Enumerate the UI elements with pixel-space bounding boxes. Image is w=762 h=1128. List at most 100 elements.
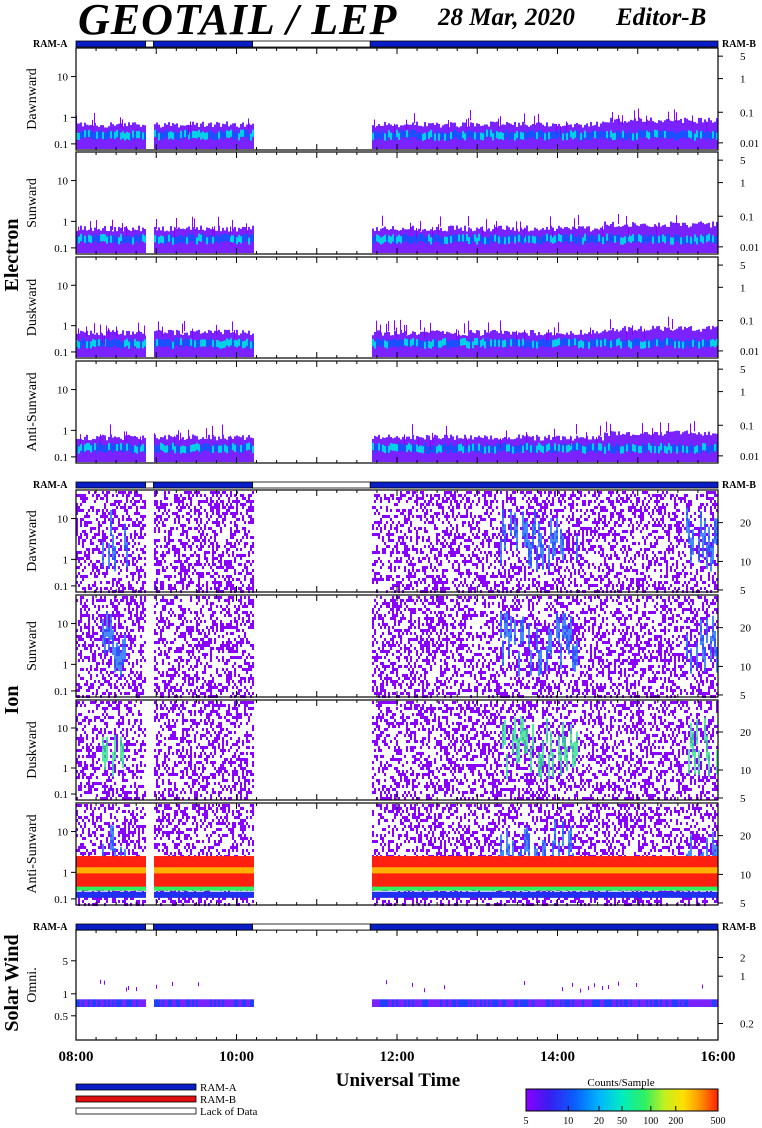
ram-b-label: RAM-B — [722, 480, 756, 491]
ram-a-label: RAM-A — [33, 480, 68, 491]
electron-sunward-right-tick: 0.1 — [740, 211, 754, 223]
ion-duskward-right-tick: 10 — [740, 765, 752, 777]
electron-anti-sunward-right-tick: 5 — [740, 364, 746, 376]
observation-date: 28 Mar, 2020 — [438, 4, 575, 31]
ion-anti-sunward-right-tick: 5 — [740, 898, 746, 910]
ion-dawnward-right-tick: 10 — [740, 556, 752, 568]
ram-bar: RAM-A RAM-B — [33, 39, 756, 50]
ion-dawnward-label: Dawnward — [25, 510, 40, 571]
ion-dawnward-right-tick: 5 — [740, 585, 746, 597]
electron-duskward-left-tick: 1 — [63, 321, 69, 333]
panel-ion-sunward: Sunward 10 1 0.1 20 10 5 — [25, 594, 752, 702]
legend-label: RAM-A — [200, 1082, 237, 1094]
group-label-solar-wind: Solar Wind — [1, 934, 23, 1031]
ion-dawnward-right-tick: 20 — [740, 518, 752, 530]
solar-omni-spectrogram — [76, 979, 718, 1007]
panel-electron-duskward: Duskward 10 1 0.1 5 1 0.1 0.01 — [25, 256, 759, 359]
x-axis-label: Universal Time — [336, 1070, 460, 1091]
electron-anti-sunward-left-tick: 1 — [63, 425, 69, 437]
solar-omni-right-tick: 1 — [740, 971, 746, 983]
electron-anti-sunward-label: Anti-Sunward — [25, 372, 40, 451]
ram-bar-segment — [75, 481, 146, 489]
ram-bar-segment — [252, 481, 371, 489]
colorbar-tick-label: 5 — [524, 1116, 529, 1127]
ion-sunward-left-tick: 0.1 — [54, 686, 68, 698]
group-label-ion: Ion — [1, 686, 23, 715]
ion-anti-sunward-right-tick: 20 — [740, 831, 752, 843]
ion-duskward-left-tick: 0.1 — [54, 789, 68, 801]
solar-omni-label: Omni. — [25, 967, 40, 1002]
panel-electron-sunward: Sunward 10 1 0.1 5 1 0.1 0.01 — [25, 151, 759, 255]
legend-swatch — [75, 1107, 197, 1115]
ion-dawnward-left-tick: 10 — [57, 514, 69, 526]
editor-label: Editor-B — [616, 4, 707, 31]
ram-bar-segment — [153, 481, 253, 489]
ram-bar: RAM-A RAM-B — [33, 922, 756, 933]
x-tick-label: 12:00 — [380, 1049, 415, 1065]
solar-omni-left-tick: 5 — [63, 956, 69, 968]
ram-bar-segment — [369, 40, 719, 48]
ion-dawnward-spectrogram — [76, 491, 718, 593]
ram-bar-segment — [252, 40, 371, 48]
panel-ion-anti-sunward: Anti-Sunward 10 1 0.1 20 10 5 — [25, 802, 752, 910]
ion-duskward-right-tick: 5 — [740, 793, 746, 805]
panel-ion-dawnward: Dawnward 10 1 0.1 20 10 5 — [25, 489, 752, 597]
colorbar-tick-label: 20 — [594, 1116, 604, 1127]
electron-sunward-label: Sunward — [25, 178, 40, 228]
x-tick-label: 14:00 — [540, 1049, 575, 1065]
x-tick-label: 08:00 — [59, 1049, 94, 1065]
electron-sunward-right-tick: 0.01 — [740, 242, 759, 254]
ram-bar-segment — [145, 923, 154, 931]
legend-label: RAM-B — [200, 1094, 236, 1106]
solar-omni-left-tick: 0.5 — [54, 1011, 68, 1023]
ion-anti-sunward-label: Anti-Sunward — [25, 814, 40, 893]
colorbar-tick-label: 50 — [617, 1116, 627, 1127]
electron-duskward-right-tick: 1 — [740, 282, 746, 294]
ion-duskward-spectrogram — [76, 701, 718, 800]
ion-sunward-right-tick: 10 — [740, 661, 752, 673]
electron-dawnward-right-tick: 0.1 — [740, 107, 754, 119]
ion-duskward-left-tick: 1 — [63, 763, 69, 775]
panel-electron-dawnward: Dawnward 10 1 0.1 5 1 0.1 0.01 — [25, 47, 759, 151]
ion-sunward-spectrogram — [76, 596, 718, 698]
electron-sunward-spectrogram — [76, 214, 718, 253]
electron-duskward-right-tick: 5 — [740, 260, 746, 272]
ion-sunward-right-tick: 5 — [740, 690, 746, 702]
ram-bar-segment — [153, 40, 253, 48]
electron-anti-sunward-left-tick: 0.1 — [54, 452, 68, 464]
ram-bar-segment — [153, 923, 253, 931]
ion-dawnward-left-tick: 1 — [63, 554, 69, 566]
ram-bar-segment — [75, 923, 146, 931]
ram-bar-segment — [75, 40, 146, 48]
ion-anti-sunward-left-tick: 1 — [63, 867, 69, 879]
colorbar-tick-label: 200 — [668, 1116, 683, 1127]
electron-dawnward-spectrogram — [76, 108, 718, 149]
electron-anti-sunward-right-tick: 1 — [740, 387, 746, 399]
legend-swatch — [75, 1083, 197, 1091]
legend-swatch — [75, 1095, 197, 1103]
electron-dawnward-label: Dawnward — [25, 68, 40, 129]
ion-duskward-right-tick: 20 — [740, 727, 752, 739]
electron-sunward-right-tick: 1 — [740, 178, 746, 190]
solar-omni-right-tick: 0.2 — [740, 1019, 754, 1031]
electron-duskward-right-tick: 0.01 — [740, 346, 759, 358]
x-tick-label: 16:00 — [701, 1049, 736, 1065]
legend-label: Lack of Data — [200, 1106, 258, 1118]
electron-sunward-right-tick: 5 — [740, 155, 746, 167]
electron-dawnward-left-tick: 0.1 — [54, 139, 68, 151]
electron-duskward-left-tick: 10 — [57, 280, 69, 292]
ion-duskward-left-tick: 10 — [57, 723, 69, 735]
ram-bar-segment — [252, 923, 371, 931]
electron-sunward-left-tick: 1 — [63, 216, 69, 228]
ion-duskward-label: Duskward — [25, 721, 40, 779]
electron-sunward-left-tick: 0.1 — [54, 243, 68, 255]
group-label-electron: Electron — [1, 219, 23, 292]
electron-dawnward-left-tick: 10 — [57, 72, 69, 84]
electron-dawnward-right-tick: 5 — [740, 51, 746, 63]
electron-anti-sunward-right-tick: 0.1 — [740, 420, 754, 432]
x-tick-label: 10:00 — [219, 1049, 254, 1065]
electron-duskward-right-tick: 0.1 — [740, 316, 754, 328]
electron-anti-sunward-spectrogram — [76, 421, 718, 462]
ion-anti-sunward-spectrogram — [76, 804, 718, 906]
